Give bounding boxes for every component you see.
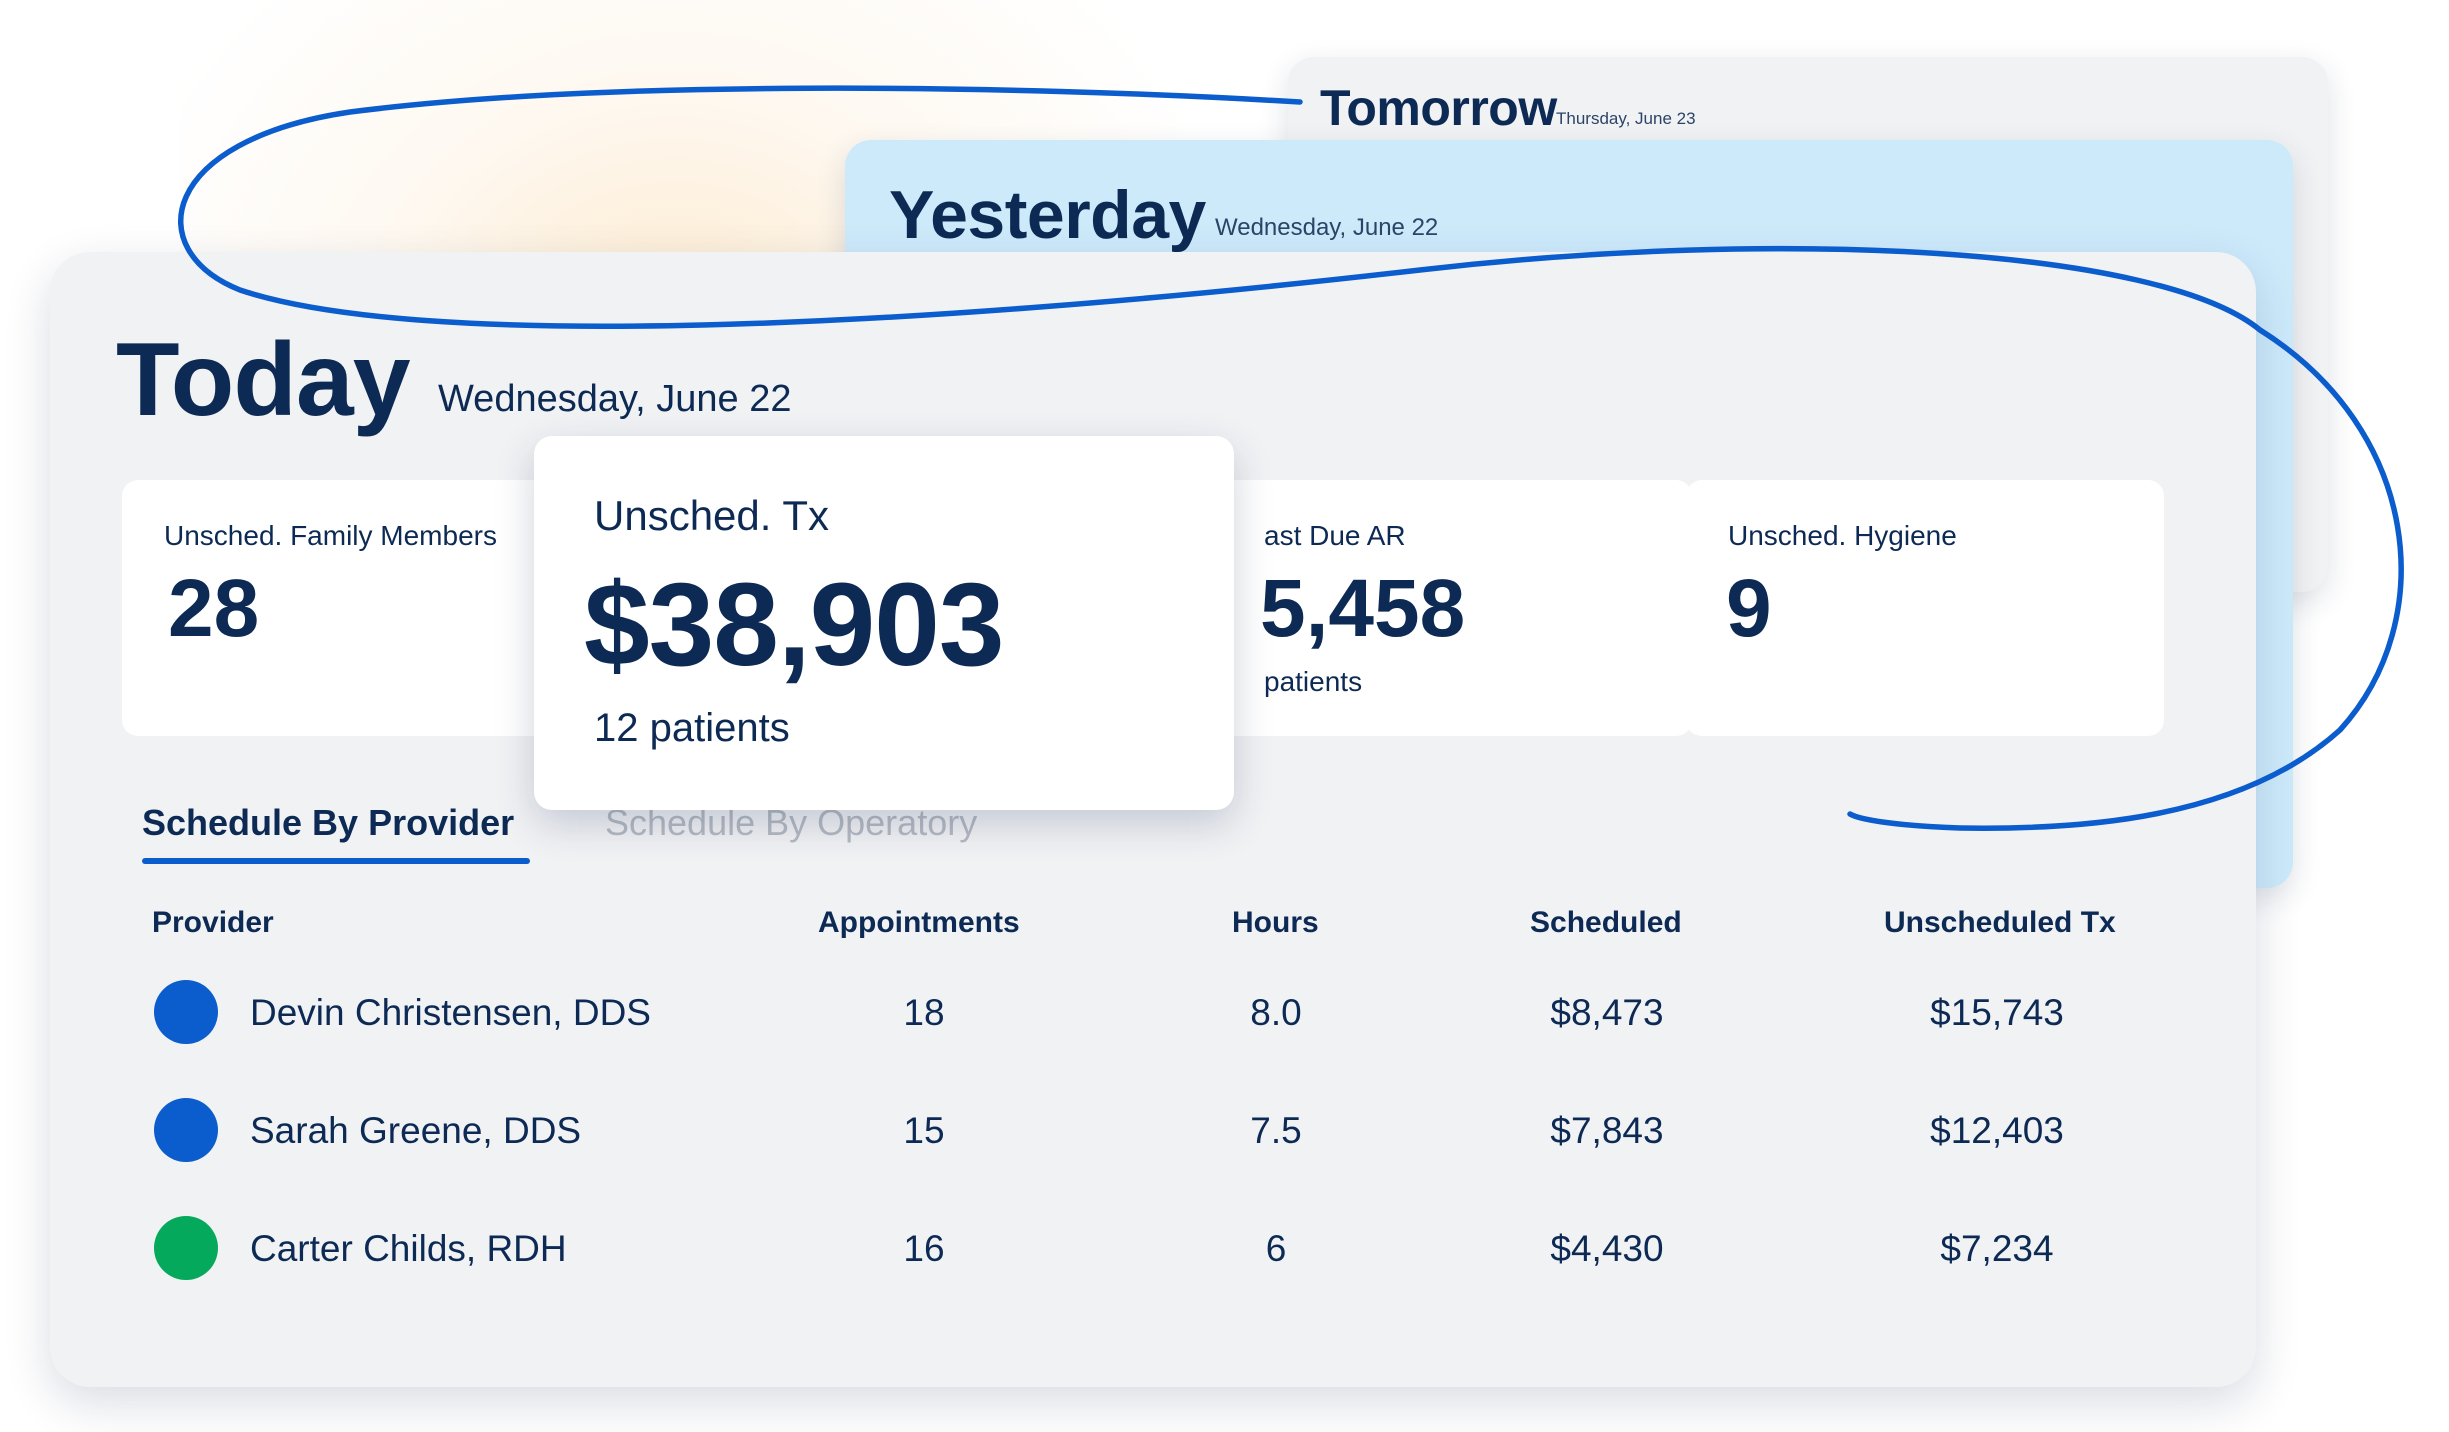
col-header-appointments: Appointments (818, 906, 1020, 939)
unscheduled-tx-cell: $7,234 (1940, 1228, 2054, 1269)
stat-value: 28 (168, 563, 260, 654)
hours-cell: 8.0 (1250, 992, 1302, 1033)
scheduled-cell: $8,473 (1550, 992, 1664, 1033)
stat-unsched-family[interactable]: Unsched. Family Members 28 (122, 480, 592, 736)
stat-label: Unsched. Family Members (164, 520, 497, 551)
unscheduled-tx-cell: $15,743 (1930, 992, 2064, 1033)
hours-cell: 7.5 (1250, 1110, 1302, 1151)
table-row[interactable]: Sarah Greene, DDS 15 7.5 $7,843 $12,403 (50, 1088, 2256, 1188)
stat-value: 5,458 (1260, 563, 1466, 654)
appointments-cell: 18 (903, 992, 945, 1033)
stat-sub: patients (1264, 666, 1363, 697)
stat-past-due-ar[interactable]: ast Due AR 5,458 patients (1198, 480, 1692, 736)
table-row[interactable]: Devin Christensen, DDS 18 8.0 $8,473 $15… (50, 970, 2256, 1070)
provider-color-dot (154, 980, 218, 1044)
provider-name: Sarah Greene, DDS (250, 1110, 582, 1151)
stat-label: Unsched. Hygiene (1728, 520, 1957, 551)
today-card: Today Wednesday, June 22 Unsched. Family… (50, 252, 2256, 1387)
col-header-scheduled: Scheduled (1530, 906, 1682, 939)
active-tab-indicator (142, 858, 530, 864)
feature-stat-value: $38,903 (584, 559, 1005, 691)
provider-name: Devin Christensen, DDS (250, 992, 651, 1033)
scheduled-cell: $7,843 (1550, 1110, 1664, 1151)
provider-name: Carter Childs, RDH (250, 1228, 567, 1269)
feature-stat-sub: 12 patients (594, 706, 790, 750)
feature-stat-label: Unsched. Tx (594, 492, 829, 539)
stat-label: ast Due AR (1264, 520, 1406, 551)
provider-color-dot (154, 1098, 218, 1162)
scheduled-cell: $4,430 (1550, 1228, 1664, 1269)
appointments-cell: 16 (903, 1228, 945, 1269)
col-header-hours: Hours (1232, 906, 1319, 939)
col-header-provider: Provider (152, 906, 274, 939)
table-row[interactable]: Carter Childs, RDH 16 6 $4,430 $7,234 (50, 1206, 2256, 1306)
tomorrow-date: Thursday, June 23 (1556, 109, 1696, 128)
col-header-unscheduled-tx: Unscheduled Tx (1884, 906, 2116, 939)
yesterday-date: Wednesday, June 22 (1215, 214, 1439, 241)
yesterday-title: Yesterday (889, 177, 1206, 253)
stat-value: 9 (1726, 563, 1772, 654)
provider-color-dot (154, 1216, 218, 1280)
stat-unsched-hygiene[interactable]: Unsched. Hygiene 9 (1686, 480, 2164, 736)
hours-cell: 6 (1265, 1228, 1287, 1269)
tomorrow-title: Tomorrow (1320, 80, 1557, 136)
appointments-cell: 15 (903, 1110, 945, 1151)
tab-schedule-by-provider[interactable]: Schedule By Provider (142, 802, 515, 843)
today-title: Today (116, 322, 411, 438)
stat-unsched-tx-featured[interactable]: Unsched. Tx $38,903 12 patients (534, 436, 1234, 810)
today-date: Wednesday, June 22 (438, 378, 792, 420)
unscheduled-tx-cell: $12,403 (1930, 1110, 2064, 1151)
